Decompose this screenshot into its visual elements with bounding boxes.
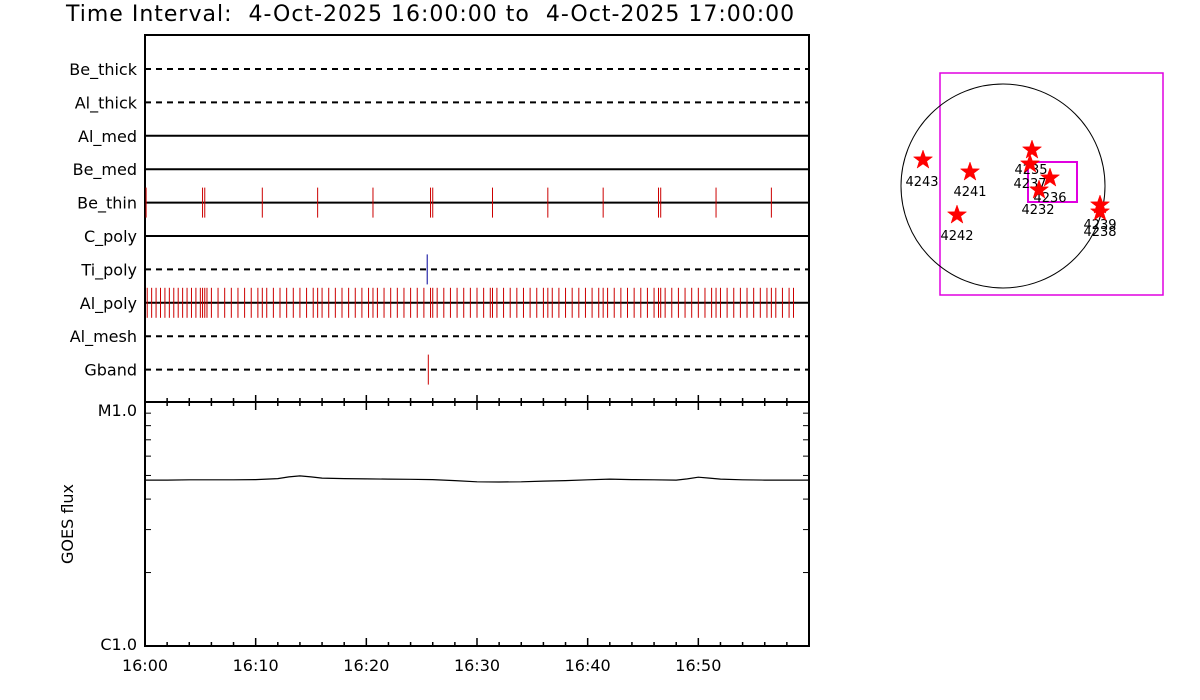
- region-label-4243: 4243: [905, 175, 938, 190]
- goes-flux-panel: M1.0 C1.0 GOES flux: [58, 401, 810, 654]
- region-star: [912, 149, 934, 169]
- inner-fov-box: [1027, 161, 1078, 203]
- x-tick-label: 16:50: [675, 656, 721, 675]
- channel-label-gband: Gband: [84, 361, 137, 380]
- region-star: [1039, 167, 1061, 187]
- region-label-4235: 4235: [1014, 163, 1047, 178]
- x-tick-label: 16:10: [233, 656, 279, 675]
- region-star: [946, 204, 968, 224]
- region-star: [1019, 153, 1041, 173]
- channel-label-al_thick: Al_thick: [75, 93, 138, 113]
- y-tick-label-bottom: C1.0: [100, 635, 137, 654]
- goes-frame: [144, 401, 810, 647]
- x-tick-label: 16:20: [343, 656, 389, 675]
- y-tick-label-top: M1.0: [98, 401, 137, 420]
- region-label-4239: 4239: [1083, 218, 1116, 233]
- region-star: [959, 161, 981, 181]
- channel-label-al_poly: Al_poly: [80, 294, 137, 314]
- region-star: [1021, 139, 1043, 159]
- channel-label-al_mesh: Al_mesh: [70, 327, 137, 347]
- channel-label-be_thin: Be_thin: [77, 194, 137, 214]
- field-of-view-box: [939, 72, 1164, 296]
- event-timeline-panel: Be_thick Al_thick Al_med Be_med Be_thin C_pol…: [69, 34, 810, 403]
- channel-label-ti_poly: Ti_poly: [80, 260, 137, 280]
- channel-label-al_med: Al_med: [78, 127, 137, 147]
- plot-title: Time Interval: 4-Oct-2025 16:00:00 to 4-…: [66, 2, 796, 27]
- channel-label-be_thick: Be_thick: [69, 60, 137, 80]
- region-label-4242: 4242: [940, 229, 973, 244]
- timeline-frame: [144, 34, 810, 403]
- x-tick-label: 16:00: [122, 656, 168, 675]
- region-star: [1028, 179, 1050, 199]
- region-star: [1089, 201, 1111, 221]
- time-axis: 16:00 16:10 16:20 16:30 16:40 16:50: [122, 402, 810, 675]
- x-tick-label: 16:40: [565, 656, 611, 675]
- channel-label-be_med: Be_med: [73, 160, 137, 180]
- solar-disk: [900, 83, 1106, 289]
- goes-flux-line: [145, 475, 809, 483]
- x-tick-label: 16:30: [454, 656, 500, 675]
- channel-label-c_poly: C_poly: [84, 227, 137, 247]
- region-label-4238: 4238: [1083, 225, 1116, 240]
- region-label-4232: 4232: [1021, 203, 1054, 218]
- region-label-4241: 4241: [953, 185, 986, 200]
- y-axis-label: GOES flux: [58, 484, 77, 564]
